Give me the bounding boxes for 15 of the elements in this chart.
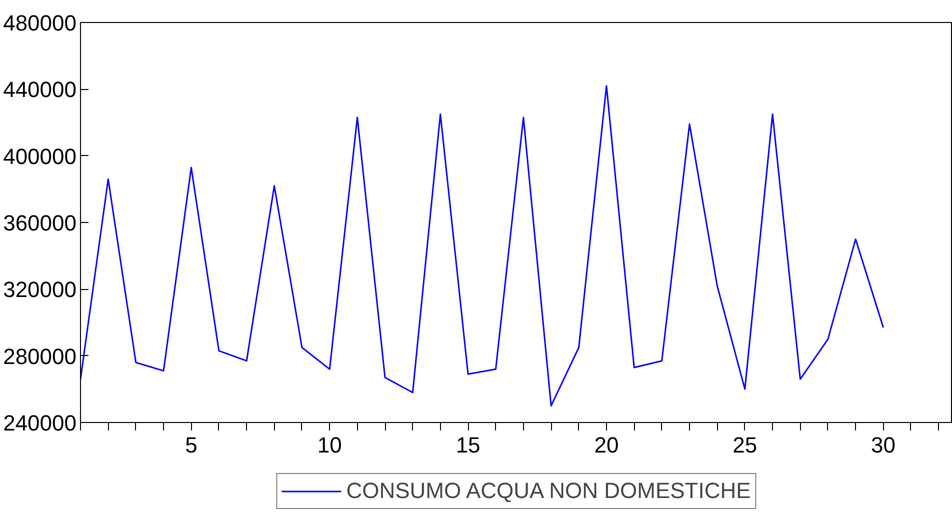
x-tick-label: 20	[594, 432, 619, 458]
x-tick-label: 15	[456, 432, 480, 458]
x-tick-label: 10	[317, 432, 342, 458]
y-tick-label: 440000	[3, 77, 77, 102]
y-tick-label: 480000	[3, 10, 77, 36]
y-tick-label: 280000	[3, 344, 77, 369]
y-tick-label: 320000	[3, 277, 77, 302]
y-tick-label: 240000	[3, 410, 77, 436]
x-tick-label: 25	[732, 432, 758, 458]
y-tick-label: 360000	[3, 210, 77, 236]
x-tick-label: 5	[185, 432, 198, 458]
legend-label: CONSUMO ACQUA NON DOMESTICHE	[346, 478, 751, 504]
line-series	[80, 85, 884, 407]
y-tick-label: 400000	[3, 144, 77, 169]
x-tick-label: 30	[871, 432, 896, 458]
